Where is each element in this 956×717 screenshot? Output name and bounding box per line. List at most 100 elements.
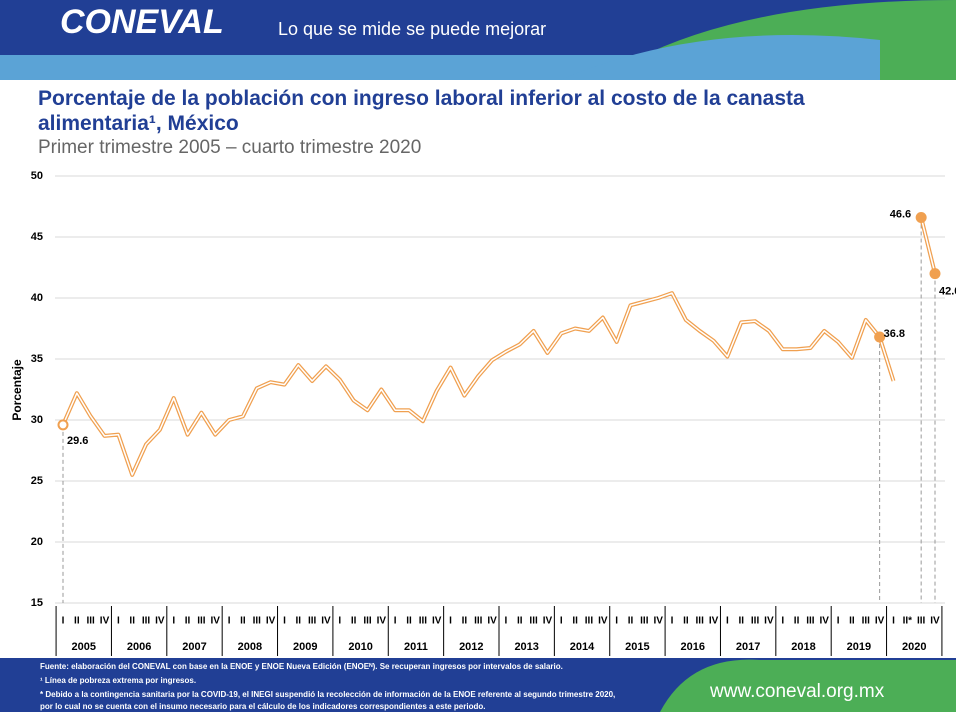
- x-tick-label: IV: [155, 616, 165, 627]
- x-tick-label: III: [308, 616, 317, 627]
- data-label: 42.0: [939, 286, 956, 298]
- x-tick-label: II: [517, 616, 523, 627]
- x-tick-label: IV: [598, 616, 608, 627]
- footer-note: por lo cual no se cuenta con el insumo n…: [40, 702, 485, 711]
- y-tick-label: 25: [31, 475, 43, 487]
- x-group-label: 2013: [514, 641, 538, 653]
- x-tick-label: III: [696, 616, 705, 627]
- x-group-label: 2007: [182, 641, 206, 653]
- x-tick-label: III: [253, 616, 262, 627]
- y-tick-label: 30: [31, 414, 43, 426]
- x-group-label: 2020: [902, 641, 926, 653]
- x-tick-label: IV: [266, 616, 276, 627]
- x-tick-label: IV: [100, 616, 110, 627]
- footer-wave: [660, 659, 956, 712]
- x-tick-label: II: [129, 616, 135, 627]
- point-marker: [915, 211, 927, 223]
- footer-note: ¹ Línea de pobreza extrema por ingresos.: [40, 676, 196, 685]
- x-group-label: 2006: [127, 641, 151, 653]
- x-tick-label: II: [351, 616, 357, 627]
- point-marker: [874, 331, 886, 343]
- x-group-label: 2015: [625, 641, 649, 653]
- x-tick-label: III: [862, 616, 871, 627]
- x-tick-label: IV: [432, 616, 442, 627]
- x-tick-label: IV: [321, 616, 331, 627]
- footer-note: Fuente: elaboración del CONEVAL con base…: [40, 662, 563, 671]
- x-tick-label: II: [240, 616, 246, 627]
- x-tick-label: III: [640, 616, 649, 627]
- x-tick-label: II: [406, 616, 412, 627]
- data-label: 36.8: [884, 328, 905, 340]
- x-tick-label: III: [363, 616, 372, 627]
- x-tick-label: III: [87, 616, 96, 627]
- x-tick-label: I: [505, 616, 508, 627]
- x-tick-label: IV: [930, 616, 940, 627]
- x-group-label: 2011: [404, 641, 428, 653]
- x-tick-label: III: [474, 616, 483, 627]
- x-tick-label: I: [781, 616, 784, 627]
- x-tick-label: II: [185, 616, 191, 627]
- data-label: 46.6: [890, 208, 911, 220]
- y-tick-label: 40: [31, 292, 43, 304]
- footer-note: * Debido a la contingencia sanitaria por…: [40, 690, 615, 699]
- logo: CONEVAL: [60, 3, 224, 41]
- x-tick-label: IV: [377, 616, 387, 627]
- line-series-inner: [62, 292, 895, 476]
- y-tick-label: 35: [31, 353, 43, 365]
- x-tick-label: I: [172, 616, 175, 627]
- point-marker: [57, 419, 69, 431]
- x-tick-label: II: [74, 616, 80, 627]
- x-tick-label: I: [394, 616, 397, 627]
- header-wave-2: [560, 35, 880, 80]
- chart-title: Porcentaje de la población con ingreso l…: [38, 87, 805, 135]
- x-tick-label: III: [419, 616, 428, 627]
- x-tick-label: IV: [764, 616, 774, 627]
- x-tick-label: I: [615, 616, 618, 627]
- x-tick-label: III: [806, 616, 815, 627]
- x-tick-label: I: [228, 616, 231, 627]
- x-tick-label: IV: [543, 616, 553, 627]
- x-tick-label: I: [283, 616, 286, 627]
- x-tick-label: IV: [820, 616, 830, 627]
- x-tick-label: III: [529, 616, 538, 627]
- x-tick-label: I: [338, 616, 341, 627]
- x-tick-label: I: [837, 616, 840, 627]
- x-tick-label: II: [794, 616, 800, 627]
- tagline: Lo que se mide se puede mejorar: [278, 19, 546, 39]
- x-group-label: 2014: [570, 641, 595, 653]
- x-tick-label: II: [628, 616, 634, 627]
- x-tick-label: I: [726, 616, 729, 627]
- x-group-label: 2008: [238, 641, 262, 653]
- x-tick-label: III: [585, 616, 594, 627]
- x-tick-label: I: [117, 616, 120, 627]
- line-series-inner: [920, 217, 936, 274]
- x-tick-label: IV: [211, 616, 221, 627]
- x-group-label: 2016: [681, 641, 705, 653]
- y-tick-label: 50: [31, 170, 43, 182]
- y-tick-label: 45: [31, 231, 43, 243]
- x-tick-label: IV: [653, 616, 663, 627]
- x-tick-label: II: [738, 616, 744, 627]
- y-tick-label: 15: [31, 597, 43, 609]
- x-group-label: 2010: [348, 641, 372, 653]
- x-tick-label: IV: [709, 616, 719, 627]
- x-tick-label: I: [449, 616, 452, 627]
- footer-url: www.coneval.org.mx: [709, 681, 885, 702]
- x-tick-label: III: [142, 616, 151, 627]
- x-tick-label: II: [683, 616, 689, 627]
- x-tick-label: II: [462, 616, 468, 627]
- line-series: [61, 291, 896, 477]
- x-tick-label: III: [917, 616, 926, 627]
- chart-subtitle: Primer trimestre 2005 – cuarto trimestre…: [38, 137, 421, 158]
- x-tick-label: II: [296, 616, 302, 627]
- x-tick-label: IV: [875, 616, 885, 627]
- x-tick-label: III: [751, 616, 760, 627]
- x-tick-label: II*: [903, 616, 913, 627]
- x-tick-label: I: [62, 616, 65, 627]
- x-group-label: 2005: [72, 641, 96, 653]
- x-group-label: 2018: [791, 641, 815, 653]
- y-axis-label: Porcentaje: [10, 359, 24, 421]
- y-tick-label: 20: [31, 536, 43, 548]
- point-marker: [929, 268, 941, 280]
- x-tick-label: I: [560, 616, 563, 627]
